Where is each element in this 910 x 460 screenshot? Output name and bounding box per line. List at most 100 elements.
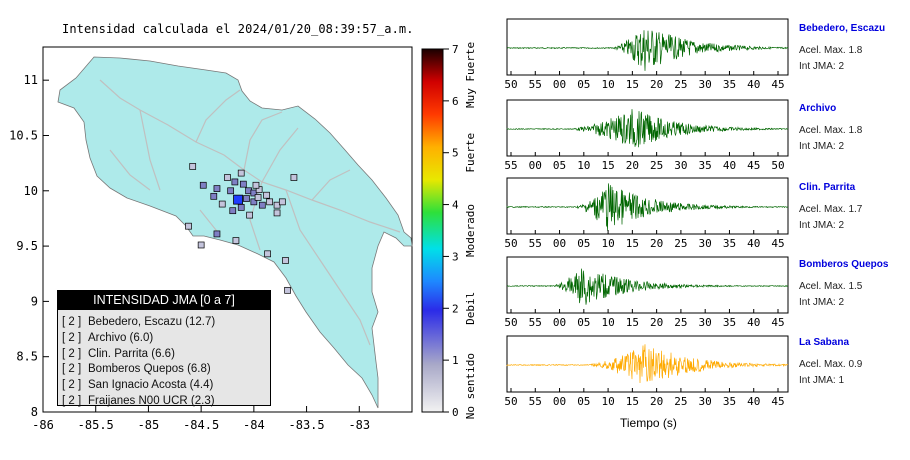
waveform-panel: 50 55 00 05 10 15 20 25 30 35 40 45	[504, 335, 789, 408]
time-tick-label: 15	[626, 316, 639, 329]
station-name: La Sabana	[799, 337, 850, 348]
time-tick-label: 50	[504, 395, 517, 408]
time-tick-label: 40	[747, 78, 760, 91]
colorbar-tick-label: 6	[452, 95, 459, 108]
time-tick-label: 00	[553, 316, 566, 329]
time-tick-label: 30	[699, 78, 712, 91]
accel-max: Acel. Max. 0.9	[799, 359, 863, 370]
station-marker	[250, 198, 258, 206]
time-tick-label: 20	[650, 78, 663, 91]
legend-level: [ 2 ]	[62, 379, 82, 392]
time-tick-label: 55	[529, 237, 542, 250]
station-panel-info: Archivo Acel. Max. 1.8 Int JMA: 2	[799, 103, 862, 152]
time-tick-label: 00	[553, 78, 566, 91]
time-tick-label: 35	[723, 78, 736, 91]
station-panel-info: Clin. Parrita Acel. Max. 1.7 Int JMA: 2	[799, 182, 862, 231]
station-panel-info: Bebedero, Escazu Acel. Max. 1.8 Int JMA:…	[799, 23, 885, 72]
jma-intensity: Int JMA: 1	[799, 375, 845, 386]
legend-item: [ 2 ] Archivo (6.0)	[62, 331, 270, 347]
station-marker	[290, 174, 298, 181]
station-marker	[239, 180, 247, 188]
station-name: Bomberos Quepos	[799, 259, 889, 270]
station-marker	[231, 178, 239, 186]
map-x-tick-label: -83	[348, 418, 370, 432]
station-name: Bebedero, Escazu	[799, 23, 886, 34]
time-tick-label: 10	[601, 395, 614, 408]
station-name: Clin. Parrita	[799, 182, 856, 193]
time-tick-label: 10	[577, 159, 590, 172]
station-marker	[278, 198, 286, 206]
map-y-tick-label: 8	[31, 405, 38, 419]
time-tick-label: 50	[504, 237, 517, 250]
legend-item: [ 2 ] Clin. Parrita (6.6)	[62, 347, 270, 363]
waveform-frame	[506, 335, 789, 393]
time-tick-label: 25	[674, 395, 687, 408]
station-marker	[218, 200, 226, 208]
station-marker	[210, 192, 218, 200]
time-tick-label: 10	[601, 316, 614, 329]
map-y-tick-label: 9.5	[16, 239, 38, 253]
station-marker	[282, 257, 289, 264]
legend-level: [ 2 ]	[62, 347, 82, 360]
station-marker	[266, 198, 274, 206]
station-marker	[246, 211, 253, 219]
waveform-trace	[506, 30, 789, 71]
station-markers	[185, 163, 298, 294]
waveform-panel: 50 55 00 05 10 15 20 25 30 35 40 45	[504, 177, 789, 250]
station-marker	[232, 237, 240, 244]
station-marker	[227, 187, 235, 195]
time-tick-label: 45	[771, 395, 784, 408]
time-tick-label: 40	[747, 237, 760, 250]
time-tick-label: 00	[553, 237, 566, 250]
waveform-panel: 50 55 00 05 10 15 20 25 30 35 40 45	[504, 256, 789, 329]
legend-level: [ 2 ]	[62, 363, 82, 376]
time-tick-label: 55	[504, 159, 517, 172]
legend-item: [ 2 ] Fraijanes N00 UCR (2.3)	[62, 394, 270, 410]
waveform-frame	[506, 99, 789, 157]
legend-title: INTENSIDAD JMA [0 a 7]	[58, 291, 270, 310]
time-tick-label: 45	[747, 159, 760, 172]
station-marker	[263, 191, 270, 199]
map-x-tick-label: -84.5	[183, 418, 219, 432]
waveform-frame	[506, 177, 789, 235]
legend-level: [ 2 ]	[62, 394, 82, 407]
time-tick-label: 50	[771, 159, 784, 172]
time-tick-label: 05	[577, 78, 590, 91]
station-marker	[243, 195, 250, 202]
legend-text: Bebedero, Escazu (12.7)	[88, 316, 216, 328]
time-tick-label: 40	[723, 159, 736, 172]
colorbar-category-label: Debil	[464, 292, 477, 325]
time-tick-label: 40	[747, 316, 760, 329]
accel-max: Acel. Max. 1.7	[799, 204, 863, 215]
colorbar-categories: No sentido Debil Moderado Fuerte Muy Fuerte	[464, 42, 477, 419]
waveform-frame	[506, 256, 789, 314]
colorbar-tick-label: 5	[452, 147, 459, 160]
station-marker	[197, 241, 205, 249]
accel-max: Acel. Max. 1.5	[799, 281, 863, 292]
colorbar-category-label: Muy Fuerte	[464, 42, 477, 108]
station-marker	[258, 201, 266, 209]
jma-intensity: Int JMA: 2	[799, 297, 845, 308]
time-tick-label: 20	[650, 395, 663, 408]
accel-max: Acel. Max. 1.8	[799, 125, 863, 136]
station-panel-info: La Sabana Acel. Max. 0.9 Int JMA: 1	[799, 337, 862, 386]
legend-list: [ 2 ] Bebedero, Escazu (12.7) [ 2 ] Archiv…	[62, 315, 270, 410]
time-tick-label: 00	[553, 395, 566, 408]
time-tick-label: 50	[504, 78, 517, 91]
time-tick-label: 20	[650, 316, 663, 329]
map-axes: -86 -85.5 -85 -84.5 -84 -83.5 -83 11 10.5 10 9.5 9 8…	[9, 73, 370, 432]
time-tick-label: 25	[674, 237, 687, 250]
map-y-tick-label: 11	[24, 73, 38, 87]
time-tick-label: 10	[601, 237, 614, 250]
map-x-tick-label: -85.5	[78, 418, 114, 432]
time-tick-label: 25	[674, 78, 687, 91]
station-marker	[213, 230, 221, 238]
colorbar-tick-label: 4	[452, 199, 459, 212]
time-tick-label: 55	[529, 78, 542, 91]
waveform-panel: 50 55 00 05 10 15 20 25 30 35 40 45	[504, 18, 789, 91]
intensity-legend: INTENSIDAD JMA [0 a 7] [ 2 ] Bebedero, Es…	[57, 290, 271, 407]
time-tick-label: 05	[577, 237, 590, 250]
time-tick-label: 35	[699, 159, 712, 172]
waveform-trace	[506, 344, 789, 384]
